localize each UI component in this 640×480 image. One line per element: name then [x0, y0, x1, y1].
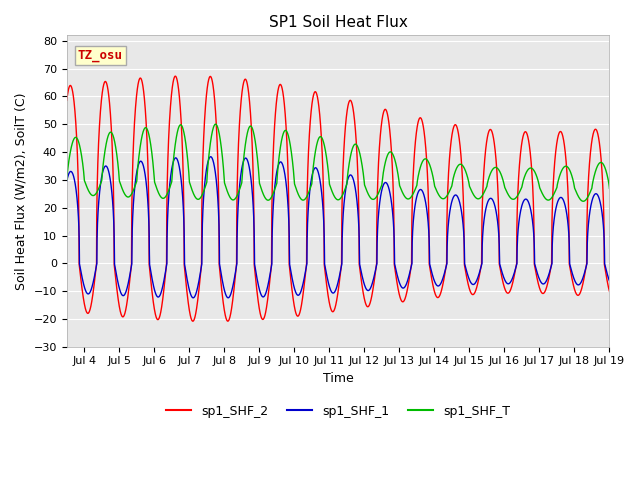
sp1_SHF_2 — [161, 273, 169, 278]
sp1_SHF_T — [270, 188, 278, 194]
sp1_SHF_2 — [416, 115, 424, 121]
sp1_SHF_2 — [468, 291, 476, 297]
sp1_SHF_2 — [271, 127, 278, 133]
sp1_SHF_T — [509, 196, 517, 202]
sp1_SHF_1 — [189, 295, 197, 300]
Y-axis label: Soil Heat Flux (W/m2), SoilT (C): Soil Heat Flux (W/m2), SoilT (C) — [15, 92, 28, 290]
Line: sp1_SHF_T: sp1_SHF_T — [67, 124, 609, 201]
Line: sp1_SHF_1: sp1_SHF_1 — [67, 156, 609, 298]
sp1_SHF_T — [468, 189, 476, 194]
sp1_SHF_T — [63, 177, 70, 183]
Legend: sp1_SHF_2, sp1_SHF_1, sp1_SHF_T: sp1_SHF_2, sp1_SHF_1, sp1_SHF_T — [161, 400, 515, 423]
sp1_SHF_1 — [468, 281, 476, 287]
Text: TZ_osu: TZ_osu — [77, 49, 123, 62]
sp1_SHF_T — [388, 151, 396, 156]
sp1_SHF_1 — [207, 154, 214, 159]
sp1_SHF_1 — [271, 188, 278, 194]
sp1_SHF_T — [579, 198, 587, 204]
Title: SP1 Soil Heat Flux: SP1 Soil Heat Flux — [269, 15, 408, 30]
sp1_SHF_T — [212, 121, 220, 127]
sp1_SHF_2 — [509, 278, 517, 284]
sp1_SHF_T — [605, 185, 613, 191]
Line: sp1_SHF_2: sp1_SHF_2 — [67, 76, 609, 321]
sp1_SHF_2 — [63, 97, 70, 103]
sp1_SHF_1 — [161, 270, 169, 276]
sp1_SHF_2 — [605, 288, 613, 294]
sp1_SHF_1 — [509, 274, 517, 279]
sp1_SHF_T — [161, 194, 169, 200]
sp1_SHF_2 — [189, 318, 196, 324]
sp1_SHF_1 — [605, 278, 613, 284]
sp1_SHF_1 — [63, 178, 70, 184]
sp1_SHF_1 — [388, 208, 396, 214]
X-axis label: Time: Time — [323, 372, 353, 385]
sp1_SHF_1 — [416, 187, 424, 192]
sp1_SHF_2 — [172, 73, 179, 79]
sp1_SHF_T — [416, 166, 424, 172]
sp1_SHF_2 — [388, 167, 396, 172]
